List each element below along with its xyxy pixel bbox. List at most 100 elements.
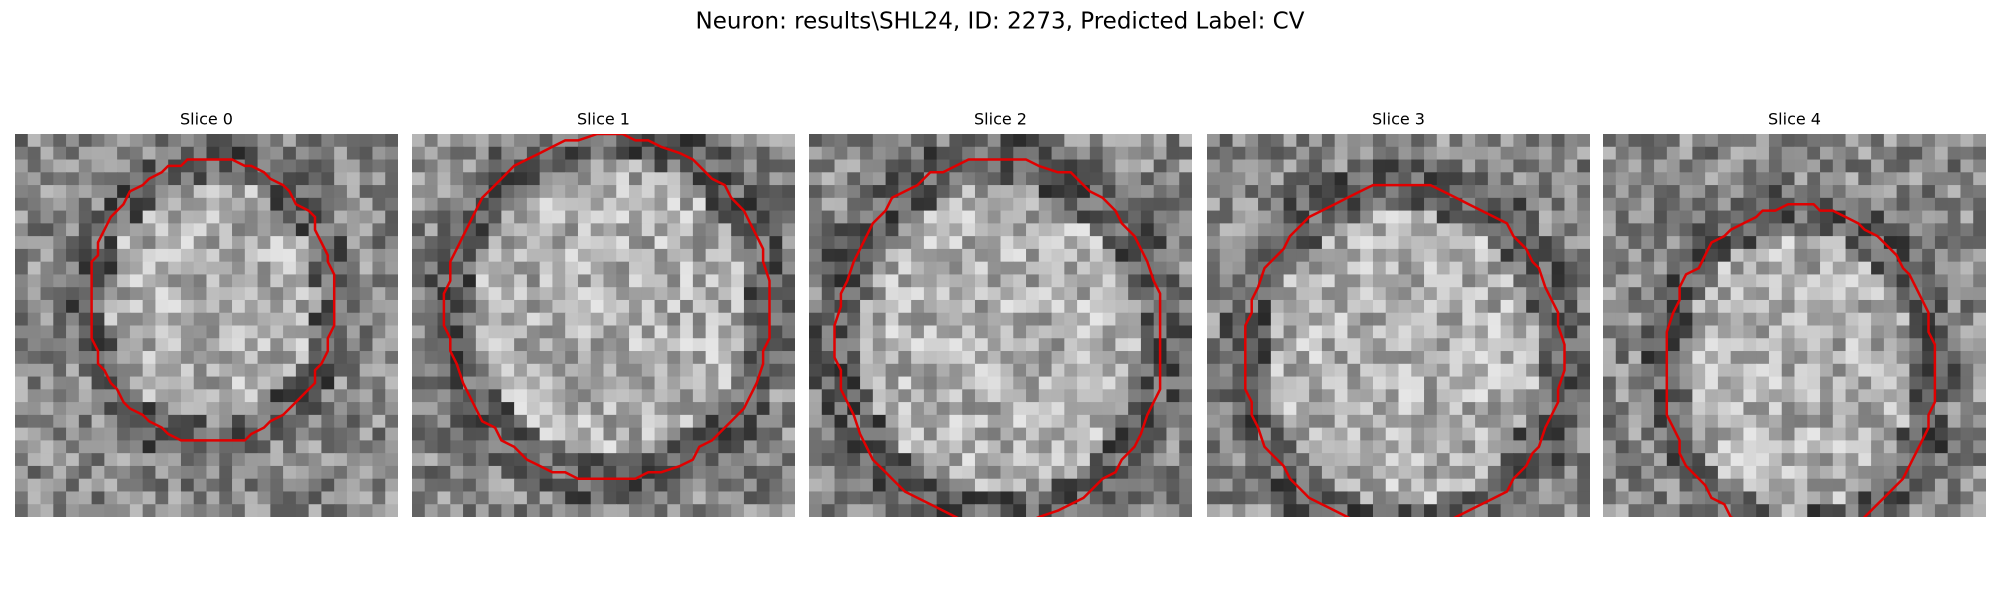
pixel: [321, 287, 335, 301]
pixel: [1909, 210, 1923, 224]
pixel: [1756, 402, 1770, 416]
pixel: [949, 465, 963, 480]
pixel: [590, 363, 605, 378]
pixel: [308, 338, 322, 352]
pixel: [1794, 223, 1808, 237]
pixel: [501, 465, 515, 480]
pixel: [1756, 427, 1770, 441]
pixel: [1245, 465, 1259, 480]
pixel: [450, 427, 464, 441]
pixel: [206, 299, 220, 314]
pixel: [1360, 134, 1374, 148]
pixel: [782, 159, 795, 173]
pixel: [1219, 478, 1234, 493]
pixel: [27, 491, 42, 505]
pixel: [78, 427, 93, 441]
pixel: [1909, 248, 1923, 263]
pixel: [1334, 261, 1349, 276]
pixel: [565, 504, 579, 517]
pixel: [501, 338, 515, 352]
pixel: [1128, 197, 1142, 212]
pixel: [1922, 376, 1936, 390]
pixel: [1245, 414, 1259, 429]
pixel: [1179, 146, 1192, 161]
pixel: [654, 427, 668, 441]
pixel: [1283, 504, 1297, 517]
pixel: [257, 248, 271, 263]
pixel: [603, 185, 617, 199]
pixel: [437, 210, 451, 224]
pixel: [1372, 363, 1387, 378]
pixel: [385, 504, 398, 517]
pixel: [923, 134, 938, 148]
pixel: [654, 491, 668, 505]
pixel: [1717, 440, 1732, 454]
pixel: [911, 414, 925, 429]
pixel: [872, 351, 887, 365]
pixel: [1922, 389, 1936, 403]
pixel: [1871, 427, 1885, 441]
pixel: [1051, 261, 1065, 276]
pixel: [424, 338, 439, 352]
pixel: [809, 402, 823, 416]
pixel: [1424, 338, 1438, 352]
pixel: [1883, 312, 1898, 327]
pixel: [1128, 210, 1142, 224]
pixel: [1973, 491, 1986, 505]
pixel: [1128, 491, 1142, 505]
pixel: [53, 465, 67, 480]
pixel: [270, 146, 284, 161]
pixel: [372, 134, 386, 148]
pixel: [526, 325, 541, 339]
pixel: [257, 363, 271, 378]
pixel: [1896, 134, 1910, 148]
pixel: [1153, 504, 1168, 517]
pixel: [1449, 427, 1463, 441]
pixel: [552, 261, 566, 276]
pixel: [1207, 491, 1221, 505]
pixel: [1153, 274, 1168, 288]
pixel: [1615, 146, 1630, 161]
pixel: [206, 427, 220, 441]
pixel: [1960, 465, 1974, 480]
pixel: [667, 159, 681, 173]
pixel: [1360, 312, 1374, 327]
pixel: [1845, 248, 1859, 263]
pixel: [27, 478, 42, 493]
slice-image: [809, 134, 1192, 517]
pixel: [1000, 351, 1014, 365]
pixel: [1245, 261, 1259, 276]
pixel: [1153, 248, 1168, 263]
pixel: [1102, 185, 1116, 199]
pixel: [1654, 159, 1668, 173]
pixel: [501, 210, 515, 224]
pixel: [1858, 134, 1872, 148]
pixel: [1654, 389, 1668, 403]
pixel: [949, 427, 963, 441]
pixel: [1026, 389, 1040, 403]
pixel: [488, 338, 502, 352]
pixel: [257, 402, 271, 416]
pixel: [616, 440, 630, 454]
pixel: [219, 491, 233, 505]
pixel: [1283, 159, 1297, 173]
pixel: [1641, 376, 1655, 390]
pixel: [1692, 414, 1706, 429]
pixel: [232, 146, 246, 161]
pixel: [257, 453, 271, 467]
pixel: [1858, 146, 1872, 161]
pixel: [552, 453, 566, 467]
pixel: [1538, 197, 1553, 212]
pixel: [1140, 478, 1155, 493]
pixel: [911, 338, 925, 352]
pixel: [1603, 159, 1617, 173]
pixel: [1179, 338, 1192, 352]
pixel: [1487, 261, 1502, 276]
pixel: [1487, 478, 1502, 493]
pixel: [1794, 402, 1808, 416]
pixel: [1717, 453, 1732, 467]
pixel: [923, 261, 938, 276]
pixel: [809, 236, 823, 250]
pixel: [1270, 491, 1285, 505]
pixel: [911, 427, 925, 441]
